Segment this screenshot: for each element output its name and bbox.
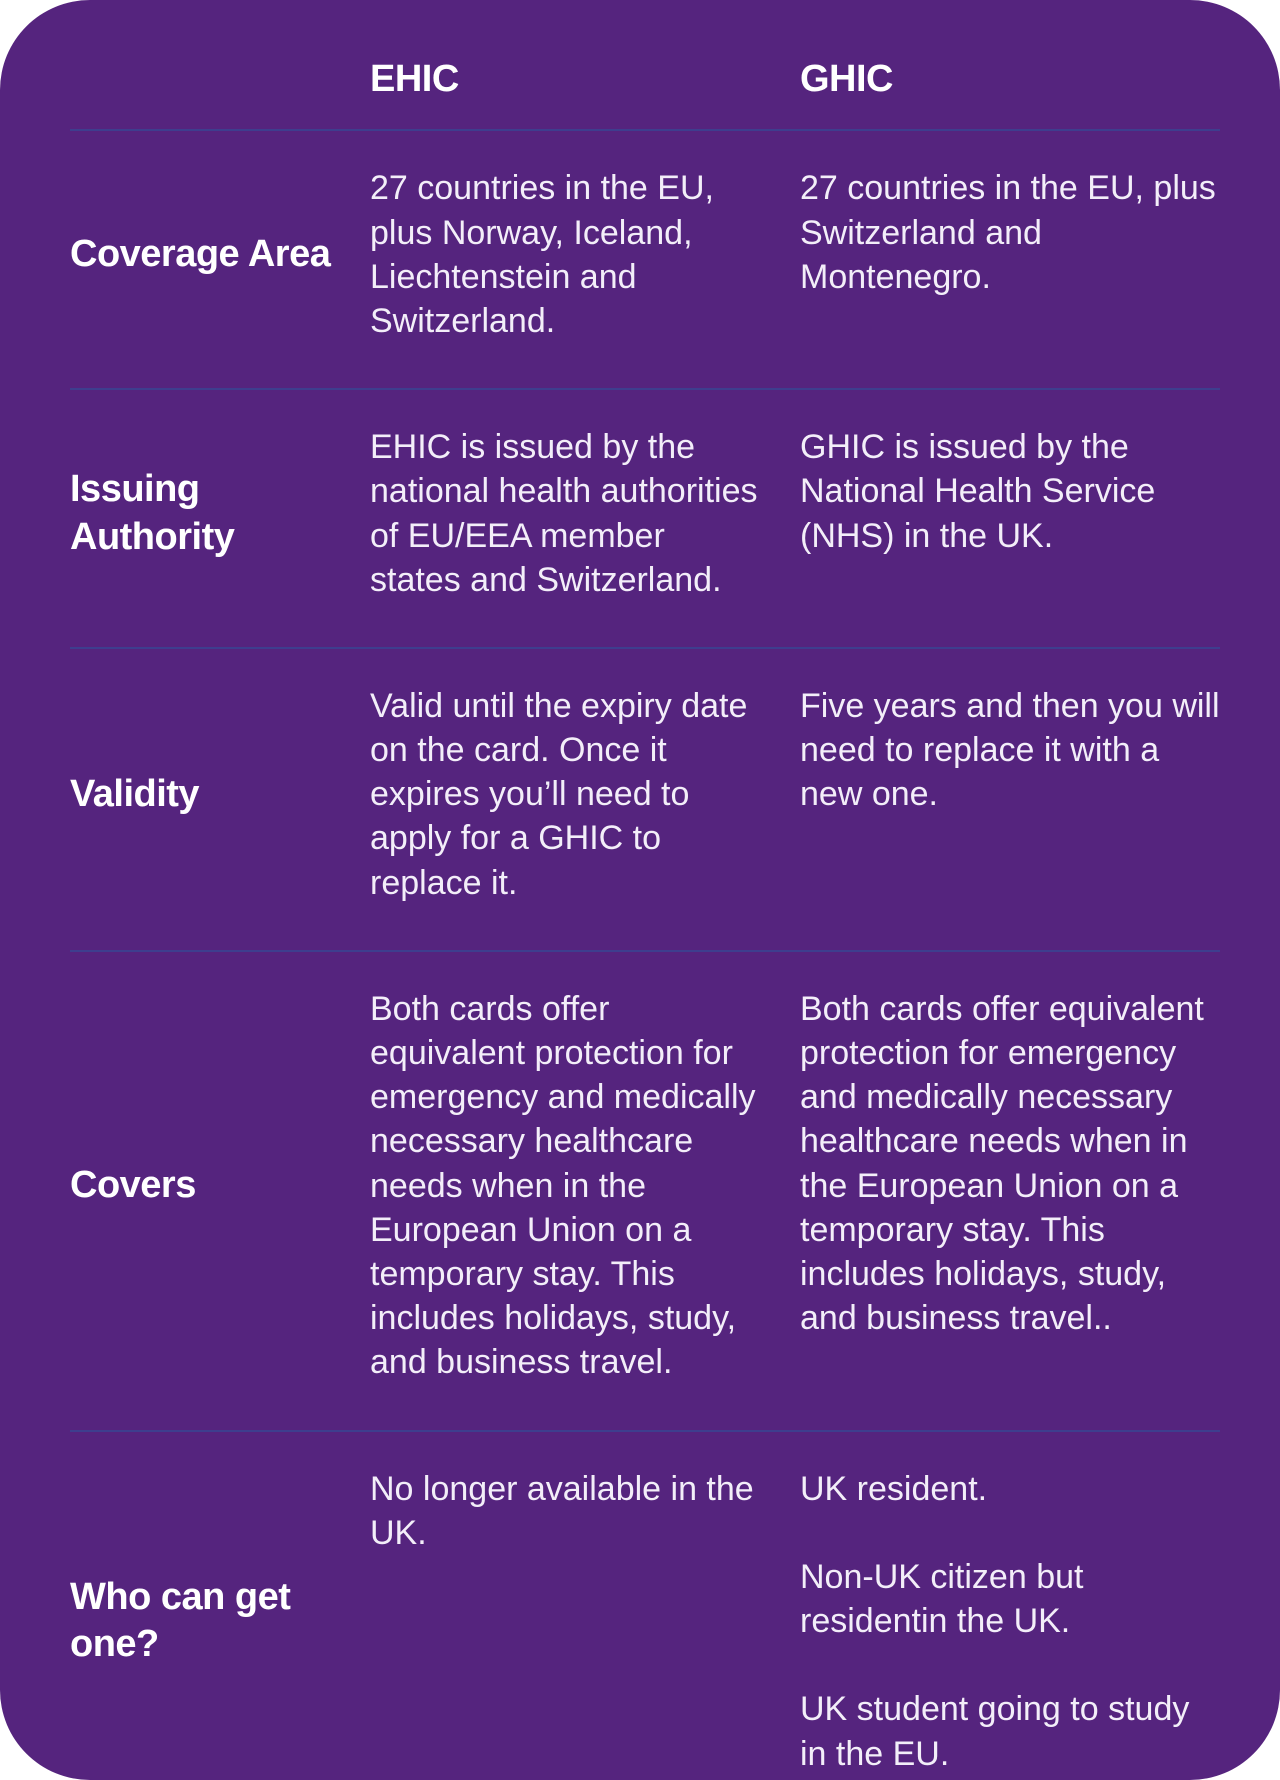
cell-ghic: Both cards offer equivalent protection f… [800,987,1220,1341]
column-header-ehic: EHIC [370,55,800,104]
cell-ghic: UK resident. Non-UK citizen but resident… [800,1467,1220,1776]
row-label: Validity [70,771,370,819]
row-label: Covers [70,1162,370,1210]
table-row: Who can get one? No longer available in … [70,1430,1220,1776]
cell-ghic: Five years and then you will need to rep… [800,684,1220,817]
table-row: Coverage Area 27 countries in the EU, pl… [70,129,1220,388]
cell-ghic: 27 countries in the EU, plus Switzerland… [800,166,1220,299]
cell-ghic: GHIC is issued by the National Health Se… [800,425,1220,558]
comparison-card: EHIC GHIC Coverage Area 27 countries in … [0,0,1280,1780]
cell-ehic: Valid until the expiry date on the card.… [370,684,800,905]
row-label: Who can get one? [70,1574,370,1669]
column-header-ghic: GHIC [800,55,1220,104]
table-row: Validity Valid until the expiry date on … [70,647,1220,950]
cell-ehic: No longer available in the UK. [370,1467,800,1555]
cell-ehic: Both cards offer equivalent protection f… [370,987,800,1385]
cell-ehic: 27 countries in the EU, plus Norway, Ice… [370,166,800,343]
table-row: Issuing Authority EHIC is issued by the … [70,388,1220,647]
row-label: Coverage Area [70,231,370,279]
table-row: Covers Both cards offer equivalent prote… [70,950,1220,1430]
cell-ehic: EHIC is issued by the national health au… [370,425,800,602]
table-header-row: EHIC GHIC [70,55,1220,129]
row-label: Issuing Authority [70,466,370,561]
